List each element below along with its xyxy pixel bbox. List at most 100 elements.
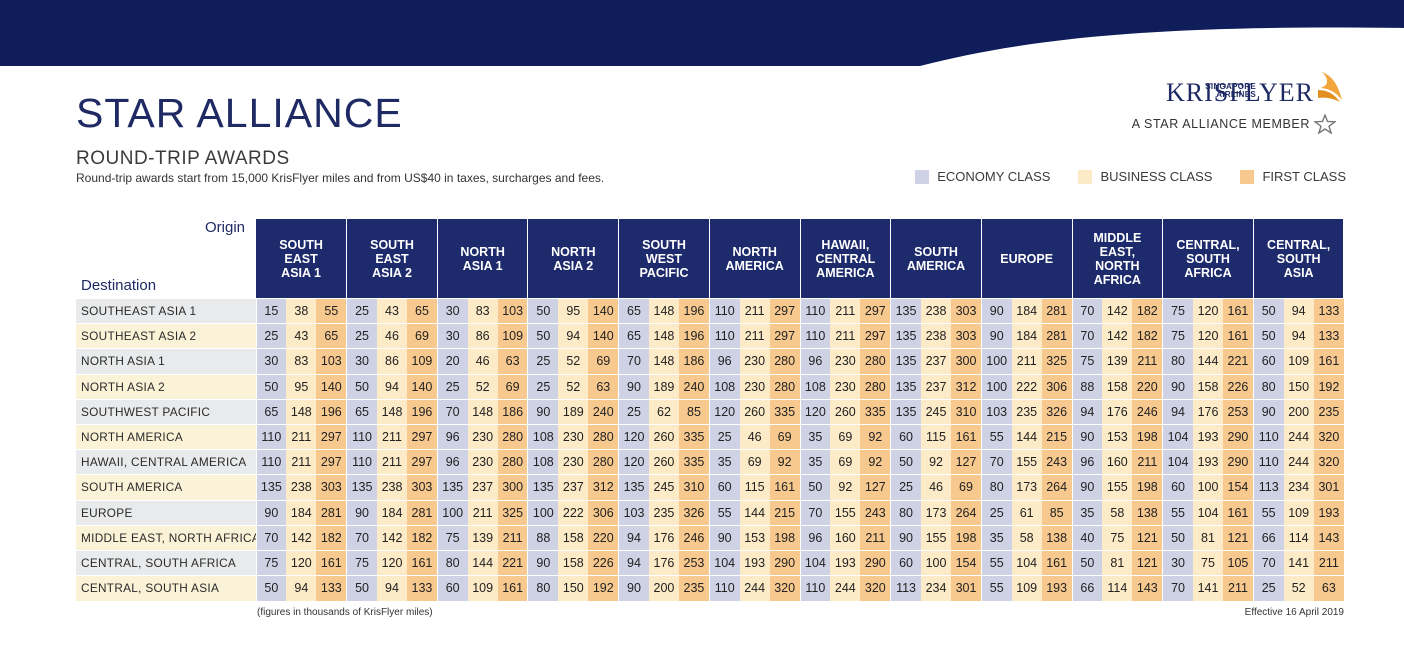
miles-cell: 94 xyxy=(618,549,649,576)
star-alliance-member-text: A STAR ALLIANCE MEMBER xyxy=(1131,117,1310,131)
miles-cell: 69 xyxy=(951,474,982,500)
miles-cell: 281 xyxy=(316,499,347,526)
miles-cell: 109 xyxy=(497,323,528,349)
miles-cell: 108 xyxy=(527,449,559,475)
origin-header-row: SOUTH EAST ASIA 1 SOUTH EAST ASIA 2 NORTH … xyxy=(76,219,1345,299)
miles-cell: 161 xyxy=(497,575,528,601)
miles-cell: 235 xyxy=(1011,398,1042,425)
miles-cell: 211 xyxy=(1223,575,1254,601)
miles-cell: 193 xyxy=(1041,575,1073,601)
miles-cell: 297 xyxy=(407,423,438,450)
miles-cell: 92 xyxy=(830,474,861,500)
miles-cell: 211 xyxy=(830,297,861,324)
miles-cell: 148 xyxy=(376,398,408,425)
miles-cell: 142 xyxy=(286,524,317,551)
miles-cell: 60 xyxy=(1162,474,1193,500)
origin-column-header: SOUTH EAST ASIA 2 xyxy=(346,219,438,299)
miles-cell: 94 xyxy=(376,575,408,601)
miles-cell: 335 xyxy=(769,398,800,425)
miles-cell: 303 xyxy=(407,474,438,500)
miles-cell: 52 xyxy=(558,373,589,400)
miles-cell: 65 xyxy=(316,323,347,349)
miles-cell: 143 xyxy=(1132,575,1163,601)
origin-column-header: HAWAII, CENTRAL AMERICA xyxy=(800,219,892,299)
miles-cell: 96 xyxy=(708,348,740,375)
miles-cell: 150 xyxy=(558,575,589,601)
miles-cell: 221 xyxy=(497,549,528,576)
miles-cell: 60 xyxy=(890,549,921,576)
table-row: SOUTHWEST PACIFIC 65 148 196 65 148 196 70 148 18… xyxy=(76,398,1344,425)
destination-cell: NORTH AMERICA xyxy=(76,423,256,450)
miles-cell: 100 xyxy=(1192,474,1224,500)
miles-cell: 303 xyxy=(951,323,982,349)
miles-cell: 80 xyxy=(980,474,1012,500)
miles-cell: 25 xyxy=(346,297,377,324)
miles-cell: 55 xyxy=(708,499,740,526)
table-row: CENTRAL, SOUTH AFRICA 75 120 161 75 120 161 80 1… xyxy=(76,549,1344,576)
miles-cell: 70 xyxy=(618,348,649,375)
miles-cell: 182 xyxy=(1132,297,1163,324)
miles-cell: 135 xyxy=(436,474,468,500)
origin-column-header: EUROPE xyxy=(981,219,1073,299)
miles-cell: 230 xyxy=(830,373,861,400)
miles-cell: 303 xyxy=(951,297,982,324)
miles-cell: 144 xyxy=(467,549,498,576)
miles-cell: 158 xyxy=(1192,373,1224,400)
destination-cell: SOUTHEAST ASIA 2 xyxy=(76,323,256,349)
miles-cell: 120 xyxy=(1192,323,1224,349)
miles-cell: 75 xyxy=(1071,348,1103,375)
miles-cell: 193 xyxy=(739,549,770,576)
miles-cell: 234 xyxy=(920,575,952,601)
miles-cell: 161 xyxy=(407,549,438,576)
legend-business-label: BUSINESS CLASS xyxy=(1100,169,1213,184)
miles-cell: 144 xyxy=(1192,348,1224,375)
miles-cell: 108 xyxy=(527,423,559,450)
miles-cell: 25 xyxy=(708,423,740,450)
award-table-body: SOUTHEAST ASIA 1 15 38 55 25 43 65 30 83 103 50 95 1… xyxy=(76,297,1344,601)
miles-cell: 193 xyxy=(830,549,861,576)
miles-cell: 158 xyxy=(1102,373,1133,400)
miles-cell: 25 xyxy=(890,474,921,500)
miles-cell: 139 xyxy=(467,524,498,551)
miles-cell: 94 xyxy=(618,524,649,551)
miles-cell: 325 xyxy=(497,499,528,526)
miles-cell: 25 xyxy=(618,398,649,425)
miles-cell: 43 xyxy=(286,323,317,349)
miles-cell: 69 xyxy=(497,373,528,400)
miles-cell: 280 xyxy=(860,373,891,400)
miles-cell: 161 xyxy=(316,549,347,576)
miles-cell: 100 xyxy=(980,373,1012,400)
miles-cell: 86 xyxy=(376,348,408,375)
miles-cell: 90 xyxy=(980,323,1012,349)
miles-cell: 300 xyxy=(497,474,528,500)
miles-cell: 176 xyxy=(648,549,680,576)
miles-cell: 143 xyxy=(1313,524,1344,551)
miles-cell: 30 xyxy=(1162,549,1193,576)
destination-cell: SOUTHEAST ASIA 1 xyxy=(76,297,256,324)
miles-cell: 94 xyxy=(286,575,317,601)
miles-cell: 211 xyxy=(1132,449,1163,475)
miles-cell: 81 xyxy=(1192,524,1224,551)
miles-cell: 69 xyxy=(407,323,438,349)
miles-cell: 66 xyxy=(1071,575,1103,601)
miles-cell: 211 xyxy=(1313,549,1344,576)
miles-cell: 135 xyxy=(890,297,921,324)
miles-cell: 280 xyxy=(769,348,800,375)
miles-cell: 90 xyxy=(980,297,1012,324)
miles-cell: 88 xyxy=(527,524,559,551)
miles-cell: 70 xyxy=(1071,323,1103,349)
miles-cell: 96 xyxy=(799,524,831,551)
miles-cell: 63 xyxy=(588,373,619,400)
miles-cell: 75 xyxy=(1162,323,1193,349)
legend-economy: ECONOMY CLASS xyxy=(915,169,1050,184)
miles-cell: 92 xyxy=(920,449,952,475)
miles-cell: 94 xyxy=(1071,398,1103,425)
miles-cell: 140 xyxy=(316,373,347,400)
miles-cell: 238 xyxy=(286,474,317,500)
miles-cell: 198 xyxy=(769,524,800,551)
miles-cell: 161 xyxy=(1223,323,1254,349)
miles-cell: 142 xyxy=(1102,297,1133,324)
miles-cell: 120 xyxy=(618,423,649,450)
miles-cell: 63 xyxy=(497,348,528,375)
miles-cell: 70 xyxy=(436,398,468,425)
